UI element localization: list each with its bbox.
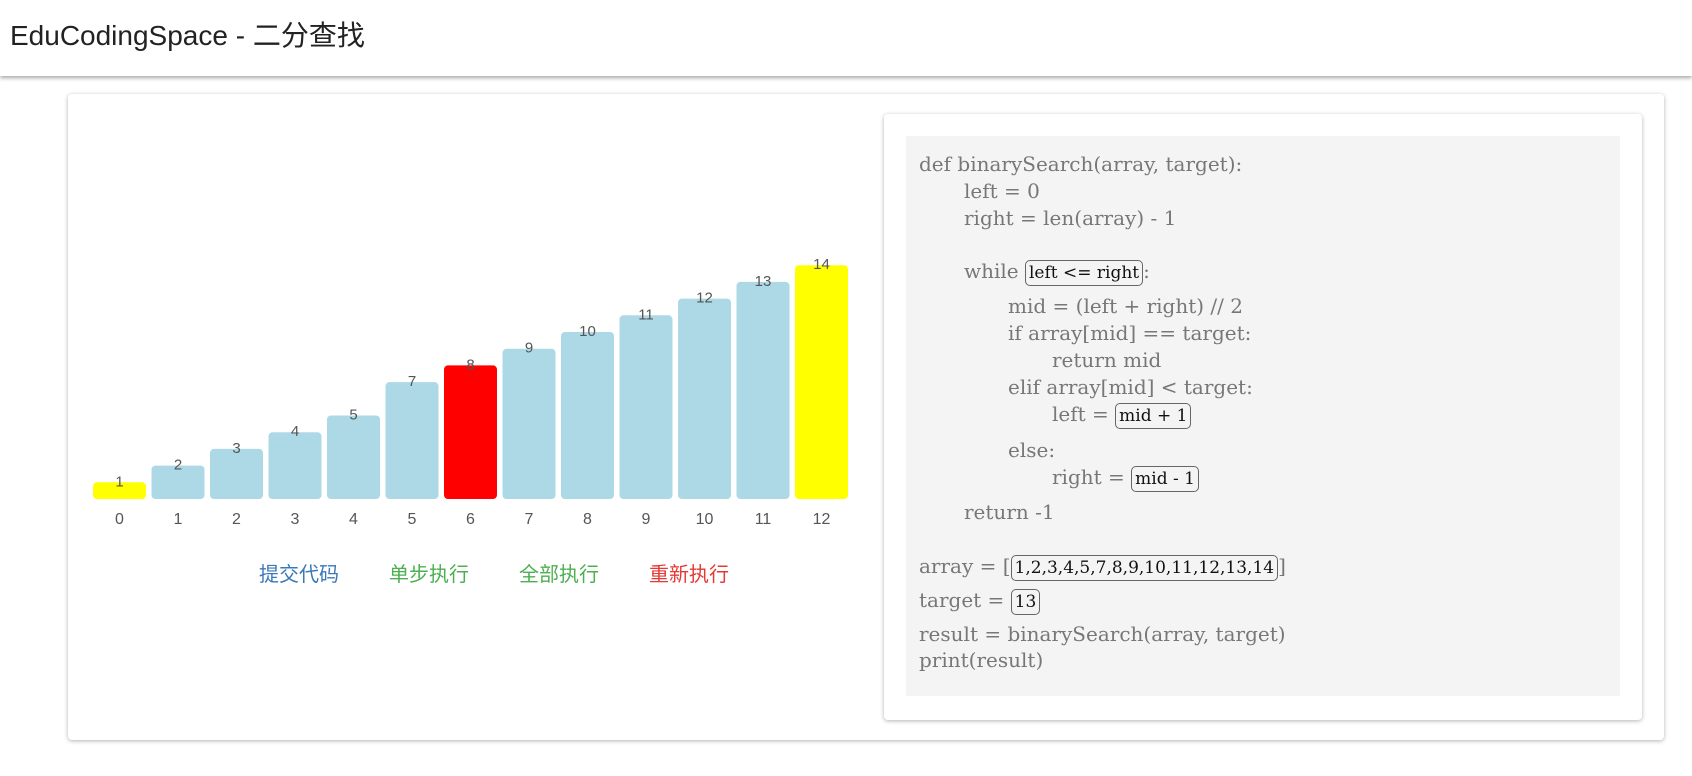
bar-value-label: 10 (579, 323, 596, 340)
main-card: 1 0 2 1 3 2 4 3 5 4 7 5 8 6 9 7 10 8 11 9 12 10 13 11 14 12 提交代码 … (68, 94, 1664, 740)
code-target-line: target = 13 (919, 588, 1041, 615)
bar-6 (444, 365, 497, 499)
reset-button[interactable]: 重新执行 (624, 554, 754, 594)
code-return-mid: return mid (1052, 348, 1162, 372)
code-array-line: array = [1,2,3,4,5,7,8,9,10,11,12,13,14] (919, 554, 1286, 581)
bar-12 (795, 265, 848, 499)
code-editor: def binarySearch(array, target): left = … (906, 136, 1620, 696)
while-condition-input[interactable]: left <= right (1025, 259, 1144, 286)
bar-value-label: 4 (291, 423, 299, 440)
bar-7 (502, 348, 556, 499)
bar-index-label: 10 (696, 511, 714, 528)
code-elif-line: elif array[mid] < target: (1008, 375, 1253, 399)
bar-value-label: 9 (525, 340, 533, 357)
bar-index-label: 0 (115, 511, 124, 528)
code-right-assign-line: right = mid - 1 (1052, 465, 1199, 492)
bar-index-label: 12 (813, 511, 831, 528)
bar-index-label: 7 (525, 511, 534, 528)
left-assign-input[interactable]: mid + 1 (1115, 402, 1192, 429)
bar-value-label: 7 (408, 373, 416, 390)
code-print-line: print(result) (919, 648, 1044, 672)
code-def-line: def binarySearch(array, target): (919, 152, 1243, 176)
app-title: EduCodingSpace - 二分查找 (10, 20, 365, 51)
bar-index-label: 8 (583, 511, 592, 528)
bar-3 (268, 432, 322, 499)
bar-index-label: 6 (466, 511, 475, 528)
code-while-line: while left <= right: (964, 259, 1150, 286)
code-while-colon: : (1143, 259, 1150, 283)
bar-index-label: 4 (349, 511, 358, 528)
bar-value-label: 2 (174, 457, 182, 474)
bar-index-label: 9 (642, 511, 651, 528)
controls: 提交代码 单步执行 全部执行 重新执行 (234, 554, 774, 594)
right-assign-input[interactable]: mid - 1 (1131, 465, 1199, 492)
code-return-neg: return -1 (964, 500, 1055, 524)
bar-value-label: 5 (349, 407, 357, 424)
step-run-button[interactable]: 单步执行 (364, 554, 494, 594)
bar-1 (151, 465, 205, 499)
bar-index-label: 3 (291, 511, 300, 528)
code-mid-line: mid = (left + right) // 2 (1008, 294, 1243, 318)
bar-9 (619, 315, 673, 499)
bar-value-label: 1 (115, 473, 123, 490)
code-while-keyword: while (964, 259, 1025, 283)
code-else-line: else: (1008, 438, 1056, 462)
bar-11 (736, 281, 790, 499)
bar-index-label: 11 (755, 511, 772, 528)
bar-value-label: 3 (232, 440, 240, 457)
bar-index-label: 2 (232, 511, 241, 528)
run-all-button[interactable]: 全部执行 (494, 554, 624, 594)
target-input[interactable]: 13 (1010, 588, 1041, 615)
array-input[interactable]: 1,2,3,4,5,7,8,9,10,11,12,13,14 (1010, 554, 1279, 581)
bar-value-label: 14 (813, 256, 830, 273)
bar-chart: 1 0 2 1 3 2 4 3 5 4 7 5 8 6 9 7 10 8 11 9 12 10 13 11 14 12 (68, 94, 898, 594)
code-array-prefix: array = [ (919, 554, 1011, 578)
bar-2 (210, 448, 263, 499)
app-bar: EduCodingSpace - 二分查找 (0, 0, 1692, 76)
bar-index-label: 5 (408, 511, 417, 528)
code-array-suffix: ] (1278, 554, 1286, 578)
bar-8 (561, 332, 614, 499)
bar-value-label: 13 (755, 273, 772, 290)
bar-10 (678, 298, 731, 499)
bar-4 (327, 415, 380, 499)
code-right-init: right = len(array) - 1 (964, 206, 1177, 230)
bar-value-label: 11 (638, 306, 654, 323)
submit-code-button[interactable]: 提交代码 (234, 554, 364, 594)
code-left-init: left = 0 (964, 179, 1040, 203)
code-panel: def binarySearch(array, target): left = … (884, 114, 1642, 720)
bar-value-label: 12 (696, 290, 713, 307)
code-left-assign-line: left = mid + 1 (1052, 402, 1192, 429)
code-result-line: result = binarySearch(array, target) (919, 622, 1286, 646)
code-if-line: if array[mid] == target: (1008, 321, 1252, 345)
bar-0 (93, 482, 146, 499)
bar-index-label: 1 (174, 511, 183, 528)
code-left-assign-prefix: left = (1052, 402, 1116, 426)
bar-value-label: 8 (466, 356, 474, 373)
code-right-assign-prefix: right = (1052, 465, 1132, 489)
code-target-prefix: target = (919, 588, 1011, 612)
bar-5 (385, 382, 439, 499)
